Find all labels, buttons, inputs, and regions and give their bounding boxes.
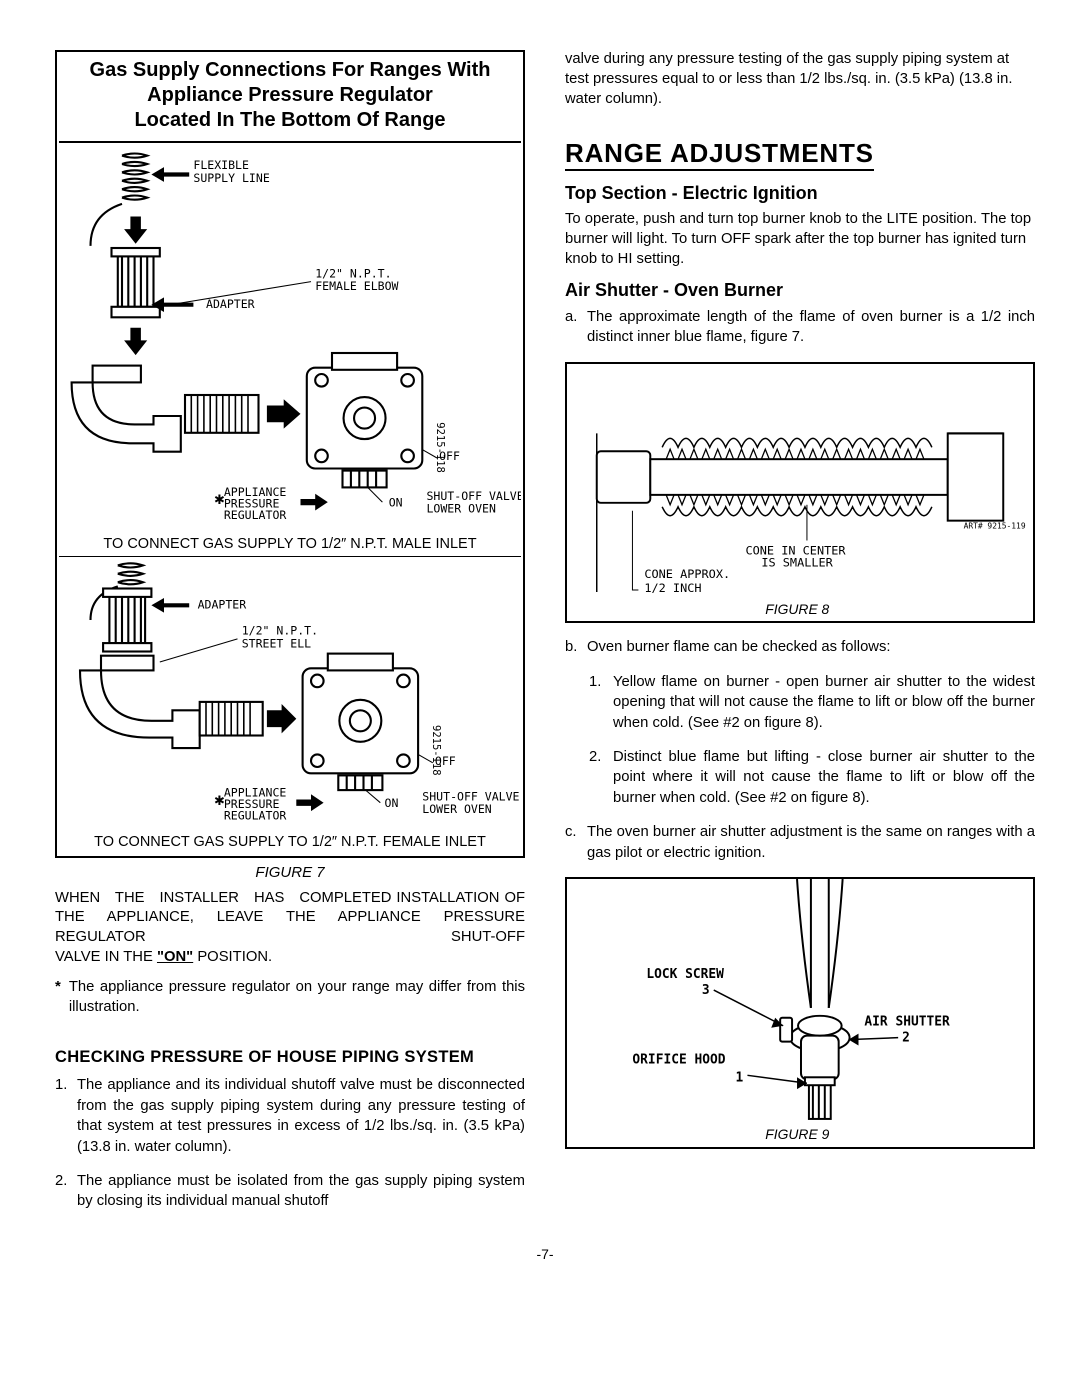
figure7-title: Gas Supply Connections For Ranges With A… [59, 54, 521, 141]
label-art2: ART# 9215-119 [964, 521, 1026, 530]
left-column: Gas Supply Connections For Ranges With A… [55, 50, 525, 1226]
check-item-2: 2.The appliance must be isolated from th… [55, 1171, 525, 1212]
label-artno-a: 9215-118 [434, 422, 446, 473]
label-off-a: OFF [439, 449, 460, 463]
label-artno-b: 9215-118 [430, 725, 442, 776]
figure7-caption: FIGURE 7 [55, 864, 525, 881]
right-column: valve during any pressure testing of the… [565, 50, 1035, 1226]
label-is-smaller: IS SMALLER [761, 555, 833, 569]
air-item-a: a.The approximate length of the flame of… [565, 307, 1035, 348]
figure7-box: Gas Supply Connections For Ranges With A… [55, 50, 525, 858]
label-regulator-a: REGULATOR [224, 508, 287, 522]
svg-text:✱: ✱ [214, 488, 224, 508]
on-position: "ON" [157, 949, 193, 965]
figure9-caption: FIGURE 9 [765, 1126, 829, 1142]
title-line3: Located In The Bottom Of Range [134, 109, 445, 131]
installer-note-end: POSITION. [193, 949, 272, 965]
label-lower-a: LOWER OVEN [427, 502, 496, 516]
label-half-inch: 1/2 INCH [644, 581, 701, 595]
title-line2: Appliance Pressure Regulator [147, 84, 433, 106]
star-note: * The appliance pressure regulator on yo… [55, 978, 525, 1018]
star-icon: * [55, 978, 61, 1018]
svg-text:✱: ✱ [214, 788, 224, 808]
label-air-shutter: AIR SHUTTER [864, 1015, 950, 1030]
check-item-1: 1.The appliance and its individual shuto… [55, 1075, 525, 1157]
diagram-b-svg: ADAPTER 1/2" N.P.T. STREET ELL [59, 557, 521, 830]
title-line1: Gas Supply Connections For Ranges With [90, 59, 491, 81]
air-list-b: b.Oven burner flame can be checked as fo… [565, 637, 1035, 657]
figure9-box: LOCK SCREW 3 AIR SHUTTER 2 ORIFICE HOOD … [565, 877, 1035, 1149]
figure8-svg: ART# 9215-119 CONE IN CENTER IS SMALLER … [567, 364, 1033, 622]
page: Gas Supply Connections For Ranges With A… [55, 50, 1035, 1226]
label-lower-b: LOWER OVEN [422, 802, 491, 816]
star-note-text: The appliance pressure regulator on your… [69, 978, 525, 1018]
air-list: a.The approximate length of the flame of… [565, 307, 1035, 348]
label-cone-approx: CONE APPROX. [644, 567, 730, 581]
label-orifice: ORIFICE HOOD [632, 1052, 725, 1067]
check-pressure-heading: CHECKING PRESSURE OF HOUSE PIPING SYSTEM [55, 1048, 525, 1067]
label-n1: 1 [736, 1070, 744, 1085]
label-adapter-b: ADAPTER [198, 597, 247, 611]
air-item-c: c.The oven burner air shutter adjustment… [565, 822, 1035, 863]
label-supply-line: SUPPLY LINE [193, 171, 269, 185]
installer-note-2: VALVE IN THE "ON" POSITION. [55, 948, 525, 968]
installer-note-text: WHEN THE INSTALLER HAS COMPLETED INSTALL… [55, 890, 525, 946]
label-adapter-a: ADAPTER [206, 297, 255, 311]
page-number: -7- [55, 1246, 1035, 1262]
label-n3: 3 [702, 983, 710, 998]
diagram-a-svg: FLEXIBLE SUPPLY LINE 1/2" N.P.T. FEMALE … [59, 143, 521, 532]
continued-para: valve during any pressure testing of the… [565, 50, 1035, 110]
figure7-diagram-a: FLEXIBLE SUPPLY LINE 1/2" N.P.T. FEMALE … [59, 141, 521, 532]
air-sublist: 1.Yellow flame on burner - open burner a… [589, 672, 1035, 808]
air-item-b: b.Oven burner flame can be checked as fo… [565, 637, 1035, 657]
range-adjustments-heading: RANGE ADJUSTMENTS [565, 120, 1035, 173]
figure8-box: ART# 9215-119 CONE IN CENTER IS SMALLER … [565, 362, 1035, 624]
figure8-caption: FIGURE 8 [765, 600, 829, 616]
air-shutter-heading: Air Shutter - Oven Burner [565, 280, 1035, 301]
label-regulator-b: REGULATOR [224, 808, 287, 822]
label-street: STREET ELL [242, 636, 311, 650]
check-list: 1.The appliance and its individual shuto… [55, 1075, 525, 1211]
label-on-a: ON [389, 495, 403, 509]
figure9-svg: LOCK SCREW 3 AIR SHUTTER 2 ORIFICE HOOD … [567, 879, 1033, 1147]
label-off-b: OFF [435, 753, 456, 767]
installer-note: WHEN THE INSTALLER HAS COMPLETED INSTALL… [55, 889, 525, 949]
air-sub-2: 2.Distinct blue flame but lifting - clos… [589, 747, 1035, 808]
connect-note-2: TO CONNECT GAS SUPPLY TO 1/2″ N.P.T. FEM… [59, 830, 521, 854]
label-n2: 2 [902, 1031, 910, 1046]
air-sub-1: 1.Yellow flame on burner - open burner a… [589, 672, 1035, 733]
connect-note-1: TO CONNECT GAS SUPPLY TO 1/2″ N.P.T. MAL… [59, 532, 521, 556]
label-on-b: ON [385, 795, 399, 809]
air-list-c: c.The oven burner air shutter adjustment… [565, 822, 1035, 863]
top-section-para: To operate, push and turn top burner kno… [565, 210, 1035, 270]
figure7-diagram-b: ADAPTER 1/2" N.P.T. STREET ELL [59, 556, 521, 830]
top-section-heading: Top Section - Electric Ignition [565, 183, 1035, 204]
label-female-elbow: FEMALE ELBOW [315, 279, 398, 293]
label-lock-screw: LOCK SCREW [646, 967, 724, 982]
